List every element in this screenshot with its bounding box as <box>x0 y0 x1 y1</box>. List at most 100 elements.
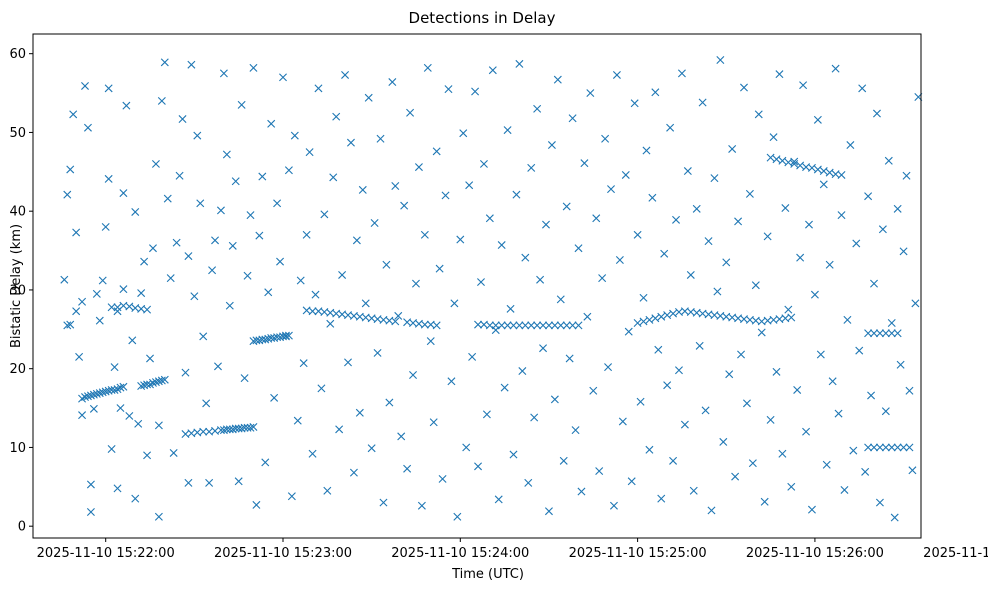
data-point <box>75 352 84 361</box>
data-point <box>586 89 595 98</box>
y-tick-label: 20 <box>9 362 26 377</box>
data-point <box>745 189 754 198</box>
data-point <box>379 498 388 507</box>
data-point <box>887 329 896 338</box>
data-point <box>474 320 483 329</box>
data-point <box>101 387 110 396</box>
data-point <box>911 299 920 308</box>
data-point <box>184 252 193 261</box>
data-point <box>293 416 302 425</box>
data-point <box>621 170 630 179</box>
data-point <box>790 159 799 168</box>
data-point <box>518 367 527 376</box>
data-point <box>474 462 483 471</box>
data-point <box>98 276 107 285</box>
data-point <box>382 260 391 269</box>
data-point <box>154 512 163 521</box>
data-point <box>701 406 710 415</box>
data-point <box>719 437 728 446</box>
data-point <box>261 335 270 344</box>
data-point <box>562 202 571 211</box>
data-point <box>870 279 879 288</box>
data-point <box>828 377 837 386</box>
data-point <box>252 500 261 509</box>
data-point <box>148 244 157 253</box>
data-point <box>477 278 485 287</box>
data-point <box>601 134 610 143</box>
data-point <box>503 321 512 330</box>
data-point <box>140 257 149 266</box>
data-point <box>255 231 264 240</box>
data-point <box>550 395 559 404</box>
data-point <box>837 170 846 179</box>
data-point <box>677 69 686 78</box>
data-point <box>737 350 746 359</box>
data-point <box>488 66 497 75</box>
data-point <box>485 214 494 223</box>
data-point <box>713 287 722 296</box>
data-point <box>905 386 914 395</box>
data-point <box>893 329 902 338</box>
data-point <box>391 317 400 326</box>
data-point <box>819 180 828 189</box>
data-point <box>104 174 113 183</box>
data-point <box>672 215 681 224</box>
data-point <box>612 70 621 79</box>
data-point <box>550 321 559 330</box>
data-point <box>131 207 140 216</box>
data-point <box>875 329 884 338</box>
data-point <box>81 81 89 90</box>
data-point <box>527 163 536 172</box>
data-point <box>249 63 258 72</box>
data-point <box>524 478 533 487</box>
data-point <box>341 70 350 79</box>
data-point <box>101 222 110 231</box>
data-point <box>113 307 122 316</box>
y-axis-label: Bistatic Delay (km) <box>9 224 24 348</box>
data-point <box>539 321 548 330</box>
data-point <box>344 358 352 367</box>
data-point <box>660 249 669 258</box>
data-point <box>326 319 335 328</box>
data-point <box>858 84 867 93</box>
data-point <box>169 448 178 457</box>
data-point <box>825 168 834 177</box>
data-point <box>618 417 627 426</box>
data-point <box>468 352 477 361</box>
data-point <box>417 501 426 510</box>
data-point <box>772 367 781 376</box>
data-point <box>542 220 550 229</box>
data-point <box>69 110 78 119</box>
data-point <box>654 345 663 354</box>
data-point <box>574 321 583 330</box>
data-point <box>633 319 642 328</box>
data-point <box>116 404 125 413</box>
data-point <box>66 165 75 174</box>
data-point <box>840 485 849 494</box>
data-point <box>707 506 716 515</box>
data-point <box>796 161 805 170</box>
data-point <box>240 423 249 432</box>
x-axis: 2025-11-10 15:22:00 2025-11-10 15:23:00 20… <box>37 538 988 561</box>
data-point <box>565 354 574 363</box>
data-point <box>521 253 530 262</box>
data-point <box>119 189 128 198</box>
data-point <box>296 276 305 285</box>
data-point <box>589 386 598 395</box>
data-point <box>237 100 246 109</box>
data-point <box>822 460 831 469</box>
data-point <box>137 289 146 298</box>
y-tick-label: 30 <box>9 283 26 298</box>
data-point <box>642 146 651 155</box>
data-point <box>86 391 95 400</box>
data-point <box>110 385 119 394</box>
data-point <box>281 332 290 341</box>
data-point <box>358 185 367 194</box>
data-point <box>222 150 231 159</box>
data-point <box>83 392 92 401</box>
data-point <box>332 112 341 121</box>
data-point <box>406 108 415 117</box>
data-point <box>352 236 361 245</box>
data-point <box>725 370 734 379</box>
data-point <box>491 326 500 335</box>
